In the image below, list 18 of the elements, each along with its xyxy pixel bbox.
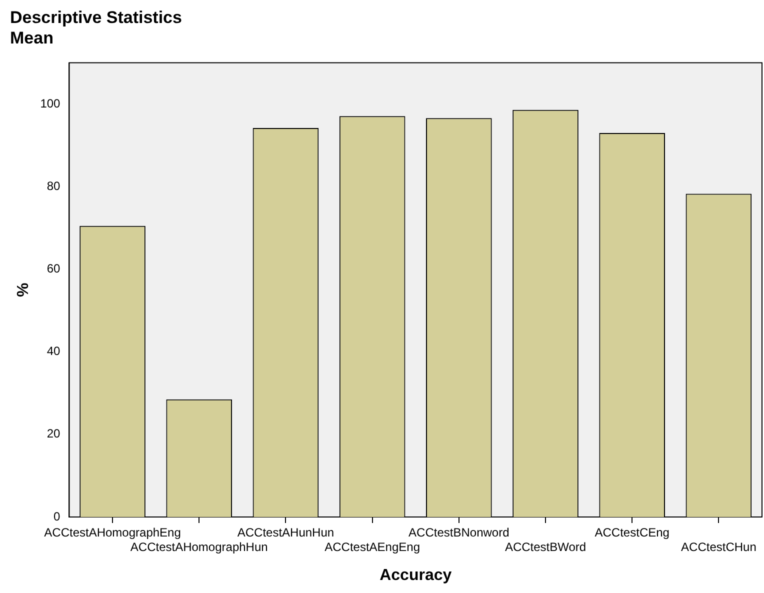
x-axis-title: Accuracy	[380, 566, 452, 584]
x-tick-label: ACCtestAHomographHun	[130, 540, 268, 554]
y-tick-label: 80	[46, 178, 61, 193]
y-tick-label: 20	[46, 426, 61, 441]
x-tick-label: ACCtestBNonword	[408, 526, 510, 540]
x-tick-label: ACCtestCHun	[681, 540, 756, 554]
y-tick-label: 40	[46, 344, 61, 358]
x-tick-label: ACCtestAEngEng	[324, 540, 420, 554]
x-tick-label: ACCtestCEng	[594, 526, 670, 540]
x-tick-label: ACCtestBWord	[504, 540, 586, 554]
y-tick-label: 100	[40, 96, 61, 110]
y-axis-title: %	[15, 282, 32, 298]
chart-title: Descriptive Statistics	[10, 8, 182, 27]
chart-subtitle: Mean	[10, 28, 54, 48]
y-tick-label: 0	[54, 509, 61, 524]
y-tick-label: 60	[46, 262, 61, 276]
x-tick-label: ACCtestAHunHun	[237, 526, 334, 540]
x-tick-label: ACCtestAHomographEng	[44, 526, 181, 540]
